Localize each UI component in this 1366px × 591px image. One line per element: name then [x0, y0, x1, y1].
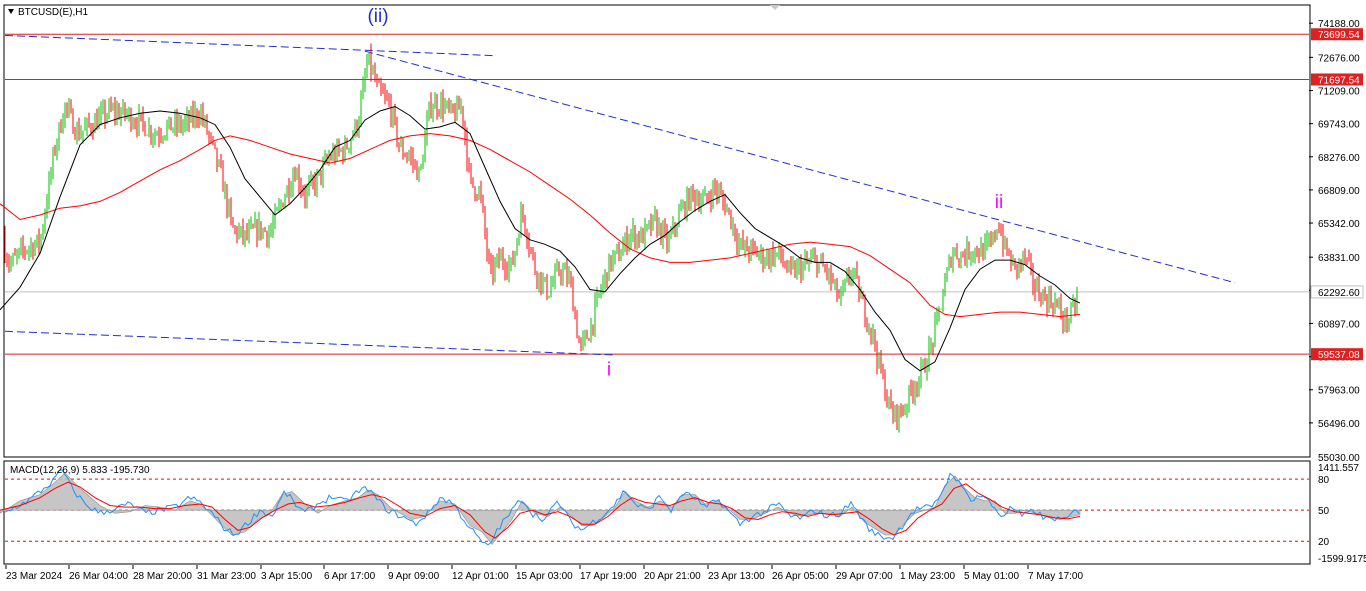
- fast-moving-average-line: [0, 105, 1081, 372]
- level-price-tag: [1311, 73, 1363, 86]
- x-axis-tick-label: 31 Mar 23:00: [197, 571, 256, 582]
- level-price-tag-label: 71697.54: [1318, 75, 1360, 86]
- x-axis-tick-label: 26 Mar 04:00: [69, 571, 128, 582]
- y-axis-tick-label: 68276.00: [1318, 153, 1360, 164]
- slow-moving-average-line: [0, 133, 1081, 318]
- macd-signal-line: [0, 481, 1081, 539]
- y-axis-tick-label: 72676.00: [1318, 53, 1360, 64]
- scroll-shift-marker-icon[interactable]: [770, 5, 780, 10]
- candles: [4, 43, 1078, 433]
- y-axis-tick-label: 74188.00: [1318, 19, 1360, 30]
- y-axis-tick-label: 60897.00: [1318, 319, 1360, 330]
- y-axis-tick-label: 65342.00: [1318, 219, 1360, 230]
- price-pane-frame: [3, 4, 1311, 458]
- macd-y-axis-label: 20: [1318, 537, 1330, 548]
- x-axis-tick-label: 17 Apr 19:00: [580, 571, 637, 582]
- macd-y-axis-label: 1411.557: [1318, 463, 1359, 474]
- x-axis-tick-label: 15 Apr 03:00: [516, 571, 573, 582]
- x-axis-tick-label: 23 Mar 2024: [6, 571, 63, 582]
- wave-label: ii: [995, 192, 1003, 213]
- macd-label: MACD(12,26,9) 5.833 -195.730: [10, 465, 150, 476]
- x-axis-tick-label: 6 Apr 17:00: [324, 571, 376, 582]
- symbol-menu-icon[interactable]: [8, 9, 14, 14]
- level-price-tag: [1311, 28, 1363, 41]
- y-axis-tick-label: 57963.00: [1318, 386, 1360, 397]
- x-axis-tick-label: 23 Apr 13:00: [708, 571, 765, 582]
- x-axis-tick-label: 12 Apr 01:00: [452, 571, 509, 582]
- y-axis-tick-label: 71209.00: [1318, 87, 1360, 98]
- macd-y-axis-label: 50: [1318, 506, 1330, 517]
- trend-line[interactable]: [364, 50, 1236, 284]
- level-price-tag-label: 73699.54: [1318, 30, 1360, 41]
- x-axis-tick-label: 3 Apr 15:00: [261, 571, 313, 582]
- x-axis-tick-label: 29 Apr 07:00: [836, 571, 893, 582]
- macd-pane-frame: [3, 460, 1311, 565]
- y-axis-tick-label: 66809.00: [1318, 186, 1360, 197]
- macd-main-line: [4, 469, 1080, 546]
- macd-y-axis-label: -1599.9175: [1318, 554, 1366, 565]
- x-axis-tick-label: 7 May 17:00: [1028, 571, 1083, 582]
- x-axis-tick-label: 28 Mar 20:00: [133, 571, 192, 582]
- trend-line[interactable]: [4, 330, 616, 356]
- current-price-tag: [1310, 285, 1364, 299]
- x-axis-tick-label: 1 May 23:00: [900, 571, 955, 582]
- macd-y-axis-label: 80: [1318, 475, 1330, 486]
- x-axis-tick-label: 26 Apr 05:00: [772, 571, 829, 582]
- current-price-tag-label: 62292.60: [1318, 288, 1360, 299]
- y-axis-tick-label: 55030.00: [1318, 453, 1360, 464]
- x-axis-tick-label: 9 Apr 09:00: [388, 571, 440, 582]
- macd-pane[interactable]: [0, 460, 1311, 565]
- level-price-tag: [1311, 348, 1363, 361]
- trend-line[interactable]: [4, 34, 496, 57]
- x-axis-tick-label: 20 Apr 21:00: [644, 571, 701, 582]
- y-axis-tick-label: 56496.00: [1318, 419, 1360, 430]
- y-axis-tick-label: 63831.00: [1318, 253, 1360, 264]
- wave-label: (ii): [367, 6, 388, 27]
- wave-label: i: [607, 359, 611, 380]
- x-axis-tick-label: 5 May 01:00: [964, 571, 1019, 582]
- level-price-tag-label: 59537.08: [1318, 350, 1360, 361]
- symbol-label: BTCUSD(E),H1: [18, 7, 88, 18]
- price-pane[interactable]: (ii)iii: [0, 4, 1311, 458]
- y-axis-tick-label: 69743.00: [1318, 120, 1360, 131]
